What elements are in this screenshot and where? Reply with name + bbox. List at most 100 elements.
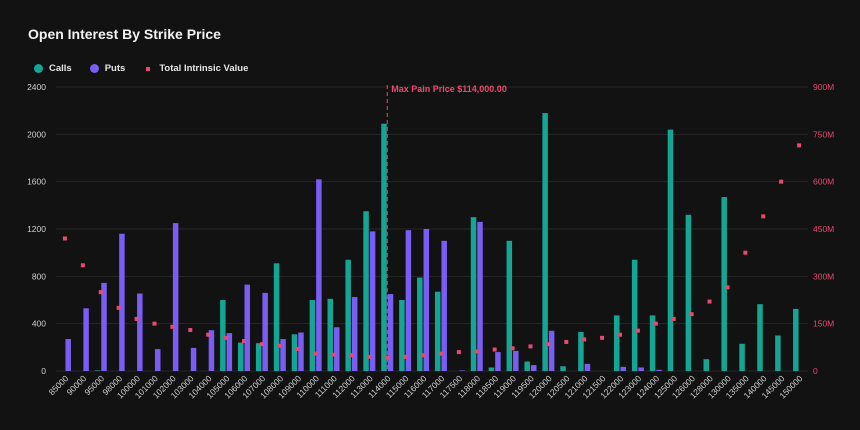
intrinsic-point[interactable] (331, 352, 336, 357)
puts-bar[interactable] (351, 297, 358, 371)
intrinsic-point[interactable] (295, 346, 300, 351)
calls-bar[interactable] (470, 217, 477, 371)
calls-bar[interactable] (220, 300, 226, 371)
puts-bar[interactable] (65, 339, 71, 371)
calls-bar[interactable] (506, 240, 513, 371)
calls-bar[interactable] (578, 331, 584, 371)
intrinsic-point[interactable] (403, 354, 408, 359)
puts-bar[interactable] (262, 292, 268, 371)
calls-bar[interactable] (793, 308, 799, 371)
intrinsic-point[interactable] (528, 344, 533, 349)
intrinsic-point[interactable] (618, 332, 622, 337)
puts-bar[interactable] (513, 350, 519, 371)
calls-bar[interactable] (381, 123, 387, 371)
calls-bar[interactable] (345, 259, 351, 371)
intrinsic-point[interactable] (242, 339, 246, 344)
calls-bar[interactable] (488, 367, 495, 371)
calls-bar[interactable] (417, 277, 423, 371)
intrinsic-point[interactable] (385, 355, 390, 360)
puts-bar[interactable] (656, 369, 662, 371)
legend-item-calls[interactable]: Calls (34, 63, 72, 74)
intrinsic-point[interactable] (206, 332, 211, 337)
calls-bar[interactable] (363, 211, 369, 371)
puts-bar[interactable] (369, 231, 376, 371)
intrinsic-point[interactable] (653, 321, 658, 326)
intrinsic-point[interactable] (492, 347, 497, 352)
puts-bar[interactable] (638, 367, 644, 371)
puts-bar[interactable] (405, 230, 412, 371)
puts-bar[interactable] (83, 308, 89, 371)
intrinsic-point[interactable] (349, 353, 354, 358)
puts-bar[interactable] (316, 179, 322, 371)
puts-bar[interactable] (548, 330, 555, 371)
calls-bar[interactable] (524, 361, 530, 371)
intrinsic-point[interactable] (188, 327, 193, 332)
intrinsic-point[interactable] (761, 214, 766, 219)
calls-bar[interactable] (560, 366, 566, 371)
intrinsic-point[interactable] (62, 236, 67, 241)
intrinsic-point[interactable] (259, 342, 264, 347)
puts-bar[interactable] (154, 349, 161, 371)
intrinsic-point[interactable] (438, 351, 443, 356)
intrinsic-point[interactable] (671, 316, 676, 321)
intrinsic-point[interactable] (474, 349, 479, 354)
calls-bar[interactable] (309, 300, 316, 371)
calls-bar[interactable] (667, 129, 674, 371)
puts-bar[interactable] (172, 223, 179, 371)
puts-bar[interactable] (459, 370, 465, 371)
puts-bar[interactable] (208, 330, 215, 371)
calls-bar[interactable] (685, 214, 692, 371)
calls-bar[interactable] (542, 113, 548, 372)
puts-bar[interactable] (334, 327, 340, 371)
intrinsic-point[interactable] (456, 350, 461, 355)
puts-bar[interactable] (119, 233, 125, 371)
intrinsic-point[interactable] (797, 143, 802, 148)
puts-bar[interactable] (584, 363, 591, 371)
puts-bar[interactable] (298, 332, 304, 371)
puts-bar[interactable] (530, 365, 537, 371)
puts-bar[interactable] (495, 352, 501, 371)
calls-bar[interactable] (238, 342, 244, 371)
puts-bar[interactable] (244, 284, 251, 371)
intrinsic-point[interactable] (80, 263, 85, 268)
calls-bar[interactable] (255, 343, 262, 371)
calls-bar[interactable] (94, 370, 101, 371)
calls-bar[interactable] (721, 197, 727, 371)
calls-bar[interactable] (703, 359, 710, 371)
intrinsic-point[interactable] (582, 337, 587, 342)
puts-bar[interactable] (387, 294, 394, 371)
calls-bar[interactable] (291, 334, 298, 371)
puts-bar[interactable] (620, 366, 627, 371)
intrinsic-point[interactable] (170, 324, 175, 329)
intrinsic-point[interactable] (689, 312, 694, 317)
intrinsic-point[interactable] (134, 316, 139, 321)
puts-bar[interactable] (423, 229, 430, 371)
calls-bar[interactable] (631, 259, 638, 371)
calls-bar[interactable] (399, 300, 405, 371)
puts-bar[interactable] (137, 293, 143, 371)
calls-bar[interactable] (614, 315, 620, 371)
intrinsic-point[interactable] (546, 342, 551, 347)
legend-item-puts[interactable]: Puts (89, 63, 125, 74)
calls-bar[interactable] (775, 335, 781, 372)
puts-bar[interactable] (477, 221, 483, 371)
calls-bar[interactable] (739, 343, 745, 371)
puts-bar[interactable] (280, 339, 286, 371)
intrinsic-point[interactable] (116, 305, 121, 310)
intrinsic-point[interactable] (277, 343, 282, 348)
intrinsic-point[interactable] (743, 250, 748, 255)
intrinsic-point[interactable] (152, 321, 157, 326)
intrinsic-point[interactable] (635, 328, 640, 333)
intrinsic-point[interactable] (510, 346, 515, 351)
intrinsic-point[interactable] (421, 353, 426, 358)
puts-bar[interactable] (190, 347, 197, 371)
intrinsic-point[interactable] (564, 339, 569, 344)
intrinsic-point[interactable] (98, 290, 103, 295)
calls-bar[interactable] (434, 291, 441, 371)
calls-bar[interactable] (327, 298, 334, 371)
intrinsic-point[interactable] (725, 285, 730, 290)
puts-bar[interactable] (101, 282, 107, 371)
intrinsic-point[interactable] (367, 354, 372, 359)
calls-bar[interactable] (273, 263, 280, 371)
legend-item-intrinsic[interactable]: Total Intrinsic Value (143, 63, 248, 74)
